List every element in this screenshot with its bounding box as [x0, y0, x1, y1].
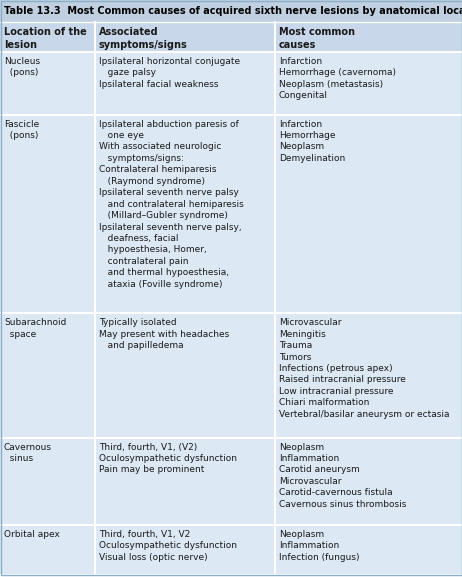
- Bar: [95, 525, 275, 575]
- Bar: [0, 437, 95, 525]
- Text: Nucleus
  (pons): Nucleus (pons): [4, 57, 40, 77]
- Text: Most common
causes: Most common causes: [279, 27, 355, 50]
- Text: Infarction
Hemorrhage (cavernoma)
Neoplasm (metastasis)
Congenital: Infarction Hemorrhage (cavernoma) Neopla…: [279, 57, 396, 100]
- Text: Orbital apex: Orbital apex: [4, 530, 60, 539]
- Bar: [275, 313, 462, 437]
- Text: Associated
symptoms/signs: Associated symptoms/signs: [99, 27, 188, 50]
- Bar: [275, 22, 462, 52]
- Text: Typically isolated
May present with headaches
   and papilledema: Typically isolated May present with head…: [99, 318, 229, 350]
- Text: Infarction
Hemorrhage
Neoplasm
Demyelination: Infarction Hemorrhage Neoplasm Demyelina…: [279, 119, 345, 163]
- Text: Neoplasm
Inflammation
Carotid aneurysm
Microvascular
Carotid-cavernous fistula
C: Neoplasm Inflammation Carotid aneurysm M…: [279, 443, 406, 509]
- Bar: [0, 22, 95, 52]
- Bar: [0, 525, 95, 575]
- Text: Microvascular
Meningitis
Trauma
Tumors
Infections (petrous apex)
Raised intracra: Microvascular Meningitis Trauma Tumors I…: [279, 318, 450, 419]
- Text: Location of the
lesion: Location of the lesion: [4, 27, 87, 50]
- Text: Table 13.3  Most Common causes of acquired sixth nerve lesions by anatomical loc: Table 13.3 Most Common causes of acquire…: [4, 6, 462, 16]
- Bar: [95, 22, 275, 52]
- Bar: [0, 52, 95, 114]
- Text: Neoplasm
Inflammation
Infection (fungus): Neoplasm Inflammation Infection (fungus): [279, 530, 359, 562]
- Text: Ipsilateral abduction paresis of
   one eye
With associated neurologic
   sympto: Ipsilateral abduction paresis of one eye…: [99, 119, 243, 289]
- Text: Cavernous
  sinus: Cavernous sinus: [4, 443, 52, 463]
- Text: Ipsilateral horizontal conjugate
   gaze palsy
Ipsilateral facial weakness: Ipsilateral horizontal conjugate gaze pa…: [99, 57, 240, 89]
- Bar: [95, 313, 275, 437]
- Bar: [275, 525, 462, 575]
- Text: Third, fourth, V1, V2
Oculosympathetic dysfunction
Visual loss (optic nerve): Third, fourth, V1, V2 Oculosympathetic d…: [99, 530, 237, 562]
- Bar: [0, 114, 95, 313]
- Text: Subarachnoid
  space: Subarachnoid space: [4, 318, 67, 339]
- Bar: [95, 437, 275, 525]
- Text: Third, fourth, V1, (V2)
Oculosympathetic dysfunction
Pain may be prominent: Third, fourth, V1, (V2) Oculosympathetic…: [99, 443, 237, 474]
- Bar: [0, 0, 462, 22]
- Bar: [275, 114, 462, 313]
- Text: Fascicle
  (pons): Fascicle (pons): [4, 119, 39, 140]
- Bar: [275, 52, 462, 114]
- Bar: [0, 313, 95, 437]
- Bar: [275, 437, 462, 525]
- Bar: [95, 52, 275, 114]
- Bar: [95, 114, 275, 313]
